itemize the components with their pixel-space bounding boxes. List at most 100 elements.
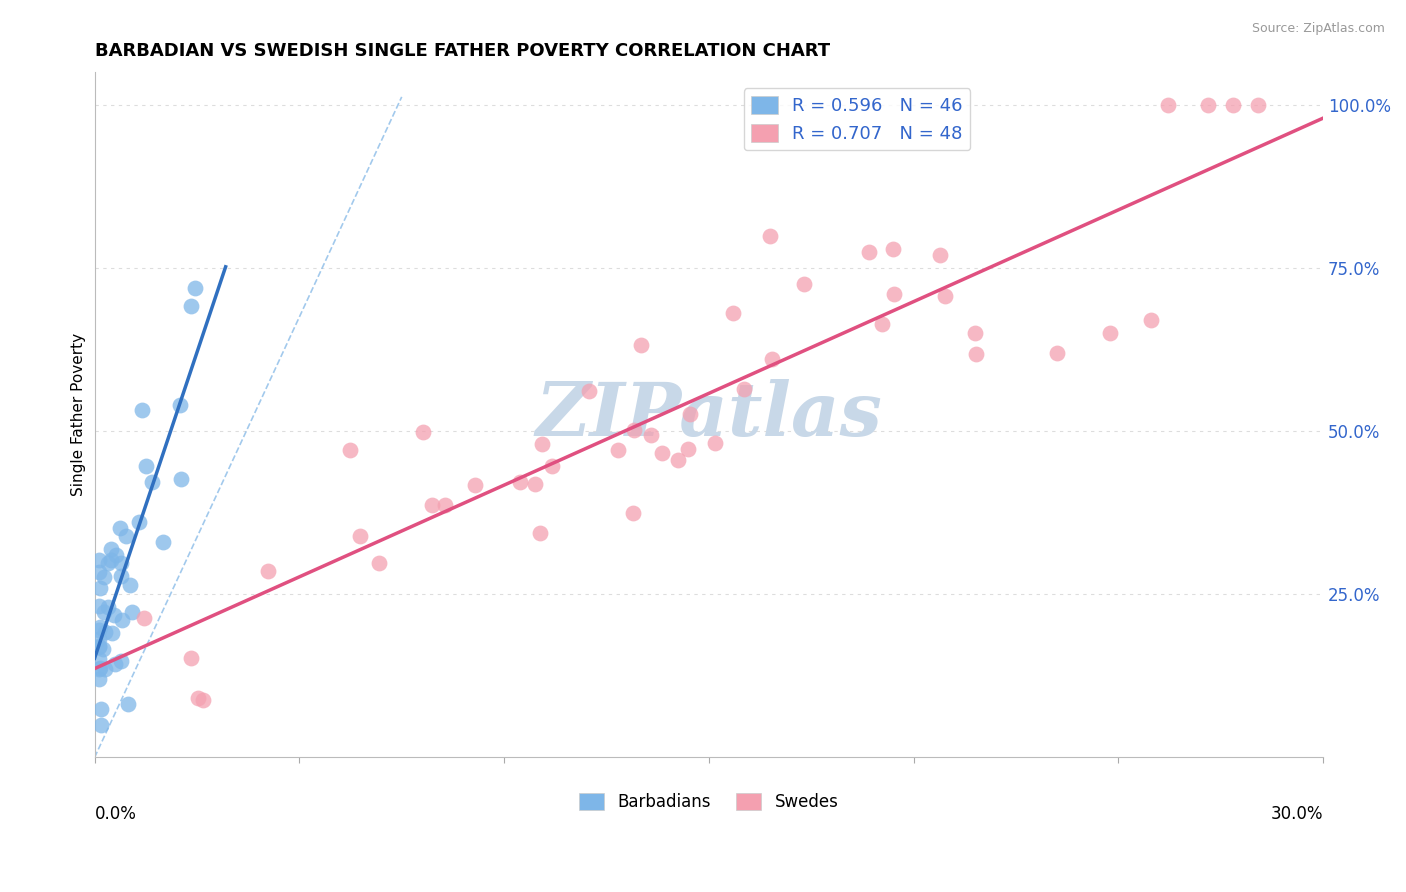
Point [1198,98,1220,112]
Point [111,613,134,627]
Point [93,605,115,619]
Point [101,626,124,640]
Point [93,570,115,584]
Point [87,651,110,665]
Point [94,662,117,676]
Point [368,556,391,570]
Point [793,277,815,292]
Point [100,552,122,566]
Point [180,650,202,665]
Point [679,408,702,422]
Point [187,691,209,706]
Point [89,599,111,613]
Y-axis label: Single Father Poverty: Single Father Poverty [72,334,86,497]
Point [339,442,361,457]
Point [1140,313,1163,327]
Point [934,289,956,303]
Point [464,478,486,492]
Point [135,459,157,474]
Point [184,281,207,295]
Point [110,521,132,535]
Point [87,565,110,579]
Point [94,624,117,639]
Point [87,640,110,654]
Point [87,672,110,686]
Point [100,541,122,556]
Point [103,607,125,622]
Point [529,526,551,541]
Point [1222,98,1244,112]
Point [87,662,110,676]
Point [721,306,744,320]
Point [1246,98,1268,112]
Point [651,446,673,460]
Point [131,402,153,417]
Point [141,475,163,489]
Point [1046,346,1069,360]
Point [97,599,120,614]
Point [87,624,110,638]
Point [1156,98,1178,112]
Point [114,529,136,543]
Text: 0.0%: 0.0% [94,805,136,823]
Point [928,248,950,262]
Point [678,442,700,457]
Point [180,299,202,313]
Point [170,472,193,486]
Point [434,498,457,512]
Point [104,549,127,563]
Legend: Barbadians, Swedes: Barbadians, Swedes [572,786,845,818]
Point [666,453,689,467]
Point [882,242,904,256]
Point [704,436,727,450]
Point [1099,326,1122,341]
Point [733,382,755,396]
Point [420,498,443,512]
Point [509,475,531,490]
Point [110,654,132,668]
Point [121,605,143,619]
Point [90,718,112,732]
Point [152,534,174,549]
Point [169,398,191,412]
Point [578,384,600,399]
Text: BARBADIAN VS SWEDISH SINGLE FATHER POVERTY CORRELATION CHART: BARBADIAN VS SWEDISH SINGLE FATHER POVER… [94,42,830,60]
Point [965,347,987,361]
Point [191,693,214,707]
Text: Source: ZipAtlas.com: Source: ZipAtlas.com [1251,22,1385,36]
Point [110,556,132,570]
Text: ZIPatlas: ZIPatlas [536,379,883,451]
Point [104,657,127,671]
Point [256,565,278,579]
Point [132,611,155,625]
Point [858,245,880,260]
Point [412,425,434,440]
Point [91,641,114,656]
Point [89,632,111,646]
Point [630,337,652,351]
Point [759,228,782,243]
Point [349,528,371,542]
Text: 30.0%: 30.0% [1271,805,1323,823]
Point [97,556,120,570]
Point [87,553,110,567]
Point [623,423,645,437]
Point [761,352,783,367]
Point [531,436,554,450]
Point [87,640,110,654]
Point [128,516,150,530]
Point [89,620,111,634]
Point [623,506,645,520]
Point [541,459,564,474]
Point [523,477,546,491]
Point [606,442,628,457]
Point [90,701,112,715]
Point [870,318,893,332]
Point [118,577,141,591]
Point [963,326,986,341]
Point [110,569,132,583]
Point [883,287,905,301]
Point [89,582,111,596]
Point [89,661,111,675]
Point [640,428,662,442]
